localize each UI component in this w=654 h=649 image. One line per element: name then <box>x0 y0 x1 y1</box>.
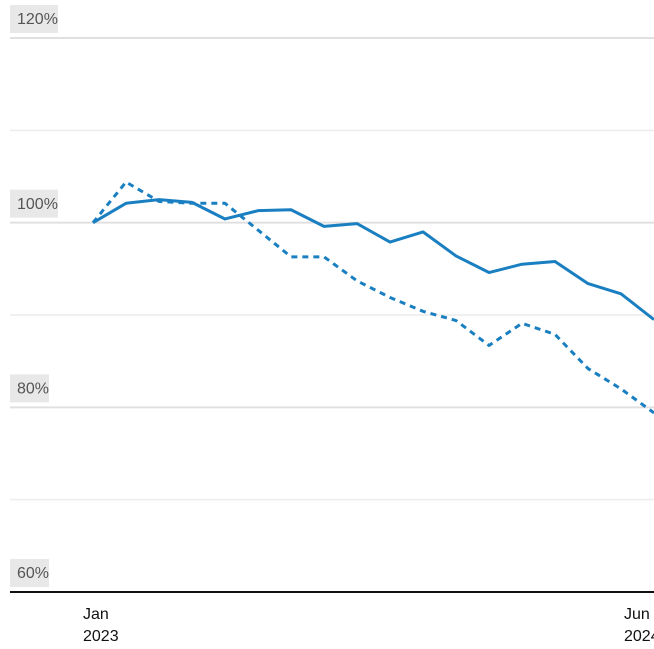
y-tick-label: 100% <box>17 196 58 213</box>
y-tick-label: 80% <box>17 381 49 398</box>
x-tick-label: Jun <box>624 606 650 623</box>
y-tick-label-bg <box>10 374 49 403</box>
y-tick-label-bg <box>10 5 58 33</box>
x-tick-label: 2024 <box>624 628 654 645</box>
x-tick-label: Jan <box>83 606 109 623</box>
series-line <box>92 198 654 321</box>
y-tick-label: 60% <box>17 565 49 582</box>
y-tick-label-bg <box>10 189 58 218</box>
y-tick-label: 120% <box>17 11 58 28</box>
series-line <box>91 180 654 415</box>
x-tick-label: 2023 <box>83 628 119 645</box>
y-tick-label-bg <box>10 559 49 587</box>
